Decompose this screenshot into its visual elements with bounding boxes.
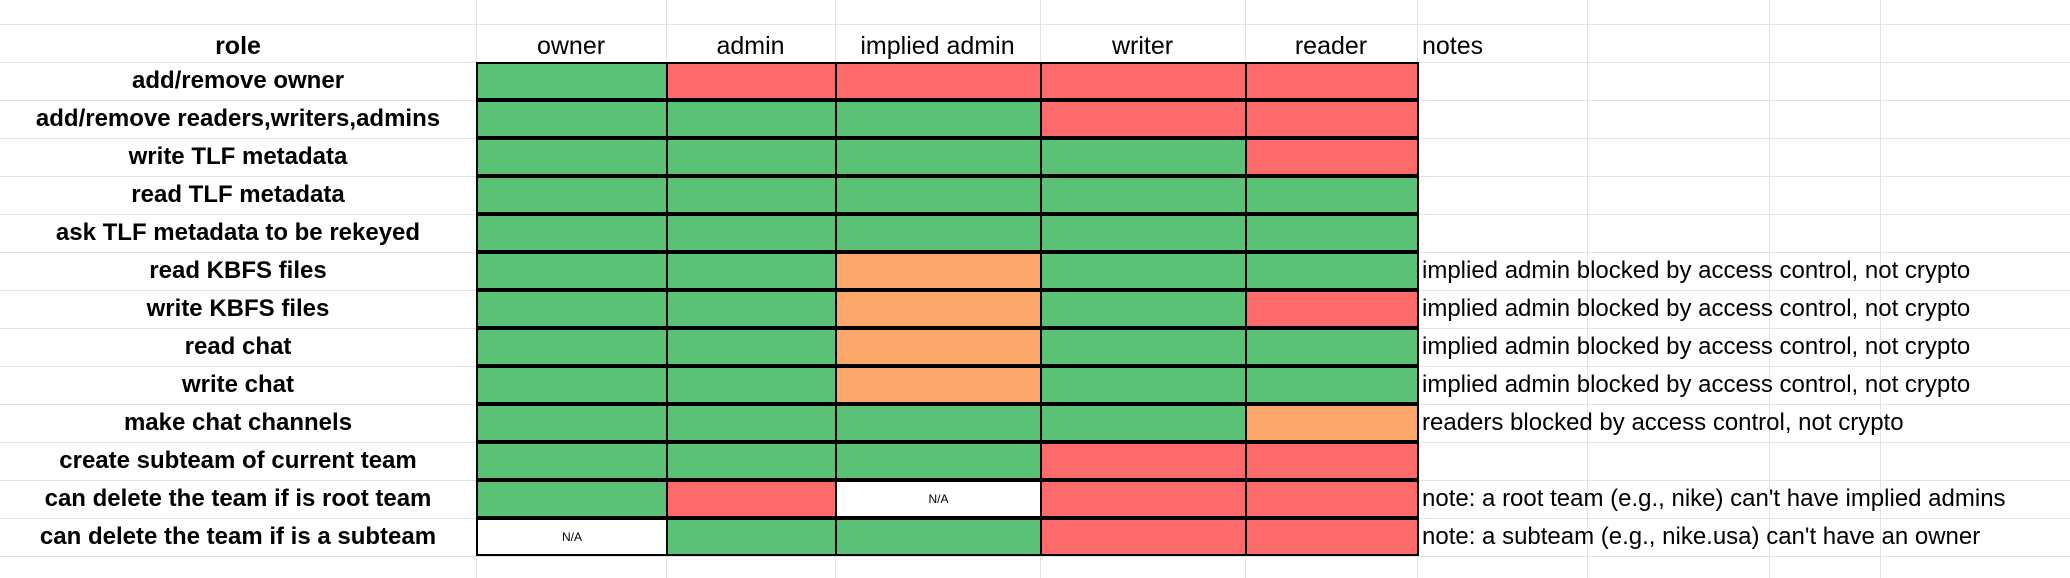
permission-cell-writer[interactable] (1040, 442, 1247, 480)
row-label: add/remove owner (131, 67, 345, 94)
permission-cell-owner[interactable]: N/A (476, 518, 668, 556)
permission-cell-writer[interactable] (1040, 100, 1247, 138)
permission-cell-implied-admin[interactable] (835, 138, 1042, 176)
permission-cell-writer[interactable] (1040, 214, 1247, 252)
permission-cell-implied-admin[interactable] (835, 62, 1042, 100)
permission-cell-admin[interactable] (666, 252, 837, 290)
permission-cell-admin[interactable] (666, 366, 837, 404)
permission-cell-implied-admin[interactable] (835, 328, 1042, 366)
row-label: write KBFS files (146, 295, 330, 322)
permission-cell-writer[interactable] (1040, 138, 1247, 176)
permission-cell-owner[interactable] (476, 214, 668, 252)
permission-cell-reader[interactable] (1245, 62, 1419, 100)
permission-cell-reader[interactable] (1245, 176, 1419, 214)
permission-cell-reader[interactable] (1245, 290, 1419, 328)
permission-cell-admin[interactable] (666, 62, 837, 100)
permission-cell-admin[interactable] (666, 290, 837, 328)
permission-cell-reader[interactable] (1245, 518, 1419, 556)
permission-cell-writer[interactable] (1040, 176, 1247, 214)
permission-cell-owner[interactable] (476, 366, 668, 404)
permission-cell-writer[interactable] (1040, 366, 1247, 404)
permission-cell-implied-admin[interactable] (835, 100, 1042, 138)
permission-cell-implied-admin[interactable] (835, 290, 1042, 328)
permission-cell-owner[interactable] (476, 328, 668, 366)
row-label: read TLF metadata (131, 181, 345, 208)
permission-cell-writer[interactable] (1040, 252, 1247, 290)
column-header-reader: reader (1294, 32, 1368, 60)
row-label: add/remove readers,writers,admins (35, 105, 441, 132)
permission-cell-admin[interactable] (666, 442, 837, 480)
permission-cell-reader[interactable] (1245, 138, 1419, 176)
permission-cell-admin[interactable] (666, 214, 837, 252)
permission-cell-owner[interactable] (476, 290, 668, 328)
row-label: read KBFS files (149, 257, 327, 284)
permission-cell-reader[interactable] (1245, 100, 1419, 138)
permission-cell-owner[interactable] (476, 480, 668, 518)
column-header-admin: admin (716, 32, 785, 60)
row-note: implied admin blocked by access control,… (1422, 371, 1971, 398)
permission-cell-owner[interactable] (476, 176, 668, 214)
permission-cell-implied-admin[interactable] (835, 214, 1042, 252)
row-label: ask TLF metadata to be rekeyed (55, 219, 421, 246)
row-label: read chat (184, 333, 292, 360)
row-label: can delete the team if is root team (44, 485, 432, 512)
permission-cell-owner[interactable] (476, 138, 668, 176)
permission-cell-implied-admin[interactable] (835, 404, 1042, 442)
permission-cell-writer[interactable] (1040, 518, 1247, 556)
permission-cell-writer[interactable] (1040, 328, 1247, 366)
permission-cell-owner[interactable] (476, 62, 668, 100)
permission-cell-reader[interactable] (1245, 252, 1419, 290)
permission-cell-admin[interactable] (666, 100, 837, 138)
permission-cell-reader[interactable] (1245, 442, 1419, 480)
permission-cell-owner[interactable] (476, 252, 668, 290)
row-label: create subteam of current team (59, 447, 417, 474)
permission-cell-implied-admin[interactable] (835, 176, 1042, 214)
row-label: make chat channels (123, 409, 353, 436)
row-note: readers blocked by access control, not c… (1422, 409, 1904, 436)
permission-cell-implied-admin[interactable]: N/A (835, 480, 1042, 518)
row-note: implied admin blocked by access control,… (1422, 295, 1971, 322)
row-note: implied admin blocked by access control,… (1422, 333, 1971, 360)
permission-cell-owner[interactable] (476, 404, 668, 442)
column-header-implied-admin: implied admin (860, 32, 1015, 60)
permission-cell-writer[interactable] (1040, 480, 1247, 518)
row-note: implied admin blocked by access control,… (1422, 257, 1971, 284)
permission-cell-implied-admin[interactable] (835, 366, 1042, 404)
row-note: note: a subteam (e.g., nike.usa) can't h… (1422, 523, 1981, 550)
permission-cell-writer[interactable] (1040, 404, 1247, 442)
permission-cell-owner[interactable] (476, 442, 668, 480)
row-label: write chat (181, 371, 295, 398)
row-label: can delete the team if is a subteam (39, 523, 437, 550)
permission-cell-reader[interactable] (1245, 366, 1419, 404)
permission-cell-admin[interactable] (666, 518, 837, 556)
permission-cell-reader[interactable] (1245, 214, 1419, 252)
column-header-writer: writer (1111, 32, 1174, 60)
role-column-header: role (215, 32, 261, 60)
permission-cell-writer[interactable] (1040, 62, 1247, 100)
permission-cell-reader[interactable] (1245, 480, 1419, 518)
permission-cell-owner[interactable] (476, 100, 668, 138)
permission-cell-implied-admin[interactable] (835, 442, 1042, 480)
column-header-owner: owner (536, 32, 606, 60)
permission-cell-reader[interactable] (1245, 328, 1419, 366)
permission-cell-admin[interactable] (666, 480, 837, 518)
permission-cell-admin[interactable] (666, 138, 837, 176)
column-header-notes: notes (1422, 32, 1484, 60)
permission-cell-implied-admin[interactable] (835, 518, 1042, 556)
permission-cell-admin[interactable] (666, 404, 837, 442)
permission-cell-reader[interactable] (1245, 404, 1419, 442)
permission-cell-admin[interactable] (666, 176, 837, 214)
row-note: note: a root team (e.g., nike) can't hav… (1422, 485, 2006, 512)
permission-cell-implied-admin[interactable] (835, 252, 1042, 290)
row-label: write TLF metadata (128, 143, 348, 170)
permission-cell-writer[interactable] (1040, 290, 1247, 328)
permission-cell-admin[interactable] (666, 328, 837, 366)
